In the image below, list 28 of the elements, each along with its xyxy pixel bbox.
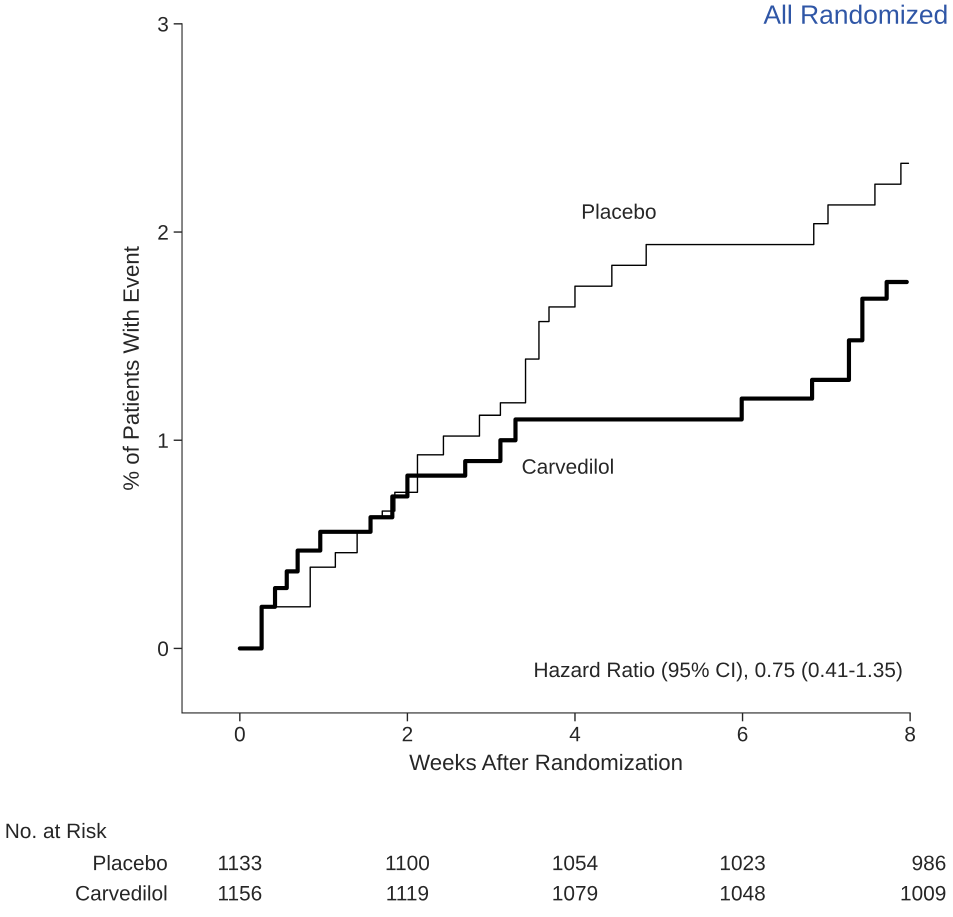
y-tick-label: 3: [158, 16, 168, 32]
series-label: Placebo: [582, 204, 656, 219]
x-tick-label: 8: [905, 726, 916, 742]
text: 1119: [387, 886, 428, 901]
text: 1156: [219, 886, 262, 901]
x-tick-label: 0: [234, 726, 245, 742]
y-tick-label: 0: [158, 641, 168, 656]
series-label: Carvedilol: [522, 458, 613, 474]
text: No. at Risk: [6, 822, 107, 838]
text: 1079: [553, 886, 598, 901]
text: Placebo: [94, 855, 167, 870]
annotation: Hazard Ratio (95% CI), 0.75 (0.41-1.35): [535, 662, 902, 682]
chart-title: All Randomized: [763, 4, 947, 24]
text: 1048: [720, 886, 765, 901]
x-tick-label: 4: [570, 726, 580, 742]
text: 986: [912, 856, 946, 870]
text: 1133: [219, 856, 262, 870]
y-axis-title: % of Patients With Event: [122, 246, 139, 490]
text: 1023: [720, 856, 765, 870]
y-tick-label: 1: [158, 433, 168, 448]
text: 1009: [902, 886, 946, 901]
x-tick-label: 2: [402, 726, 412, 742]
y-tick-label: 2: [158, 225, 168, 240]
text: 1054: [553, 856, 598, 870]
x-axis-title: Weeks After Randomization: [409, 754, 682, 770]
text: 1100: [386, 856, 429, 870]
text: Carvedilol: [76, 885, 166, 901]
x-tick-label: 6: [738, 726, 748, 742]
